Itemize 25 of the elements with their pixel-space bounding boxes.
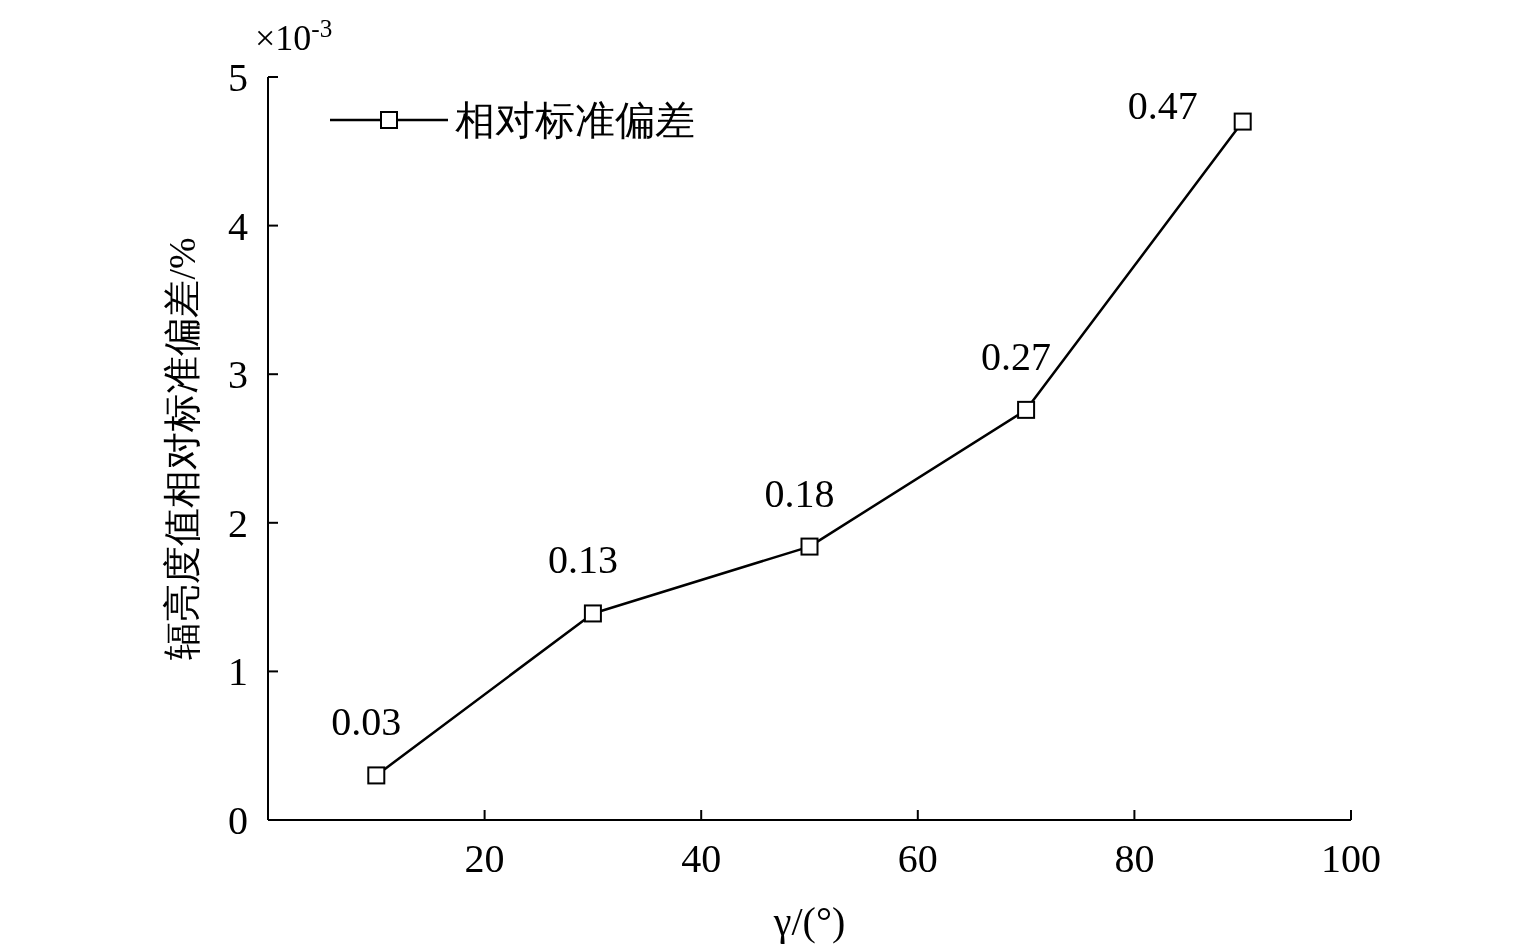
x-tick-label: 100 — [1321, 836, 1381, 881]
y-tick-label: 2 — [228, 500, 248, 546]
y-axis-title: 辐亮度值相对标准偏差/% — [161, 237, 203, 660]
annotation: 0.18 — [764, 470, 835, 516]
legend-label: 相对标准偏差 — [455, 98, 695, 143]
y-tick-label: 4 — [228, 203, 248, 249]
annotation: 0.03 — [331, 699, 402, 745]
x-tick-label: 20 — [464, 836, 505, 881]
text: ×10$^{-3}$ — [255, 14, 333, 58]
y-tick-label: 3 — [228, 352, 248, 398]
point — [583, 604, 602, 623]
x-tick-label: 80 — [1114, 836, 1155, 881]
x-tick-label: 60 — [897, 836, 938, 881]
annotation: 0.27 — [981, 333, 1052, 379]
x-axis-title: γ/(°) — [772, 899, 846, 944]
y-tick-label: 1 — [228, 649, 248, 695]
annotation: 0.47 — [1127, 82, 1198, 128]
annotation: 0.13 — [547, 537, 618, 583]
x-tick-label: 40 — [681, 836, 722, 881]
y-tick-label: 5 — [228, 55, 248, 100]
point — [1233, 112, 1252, 131]
point — [800, 537, 819, 556]
y-tick-label: 0 — [228, 798, 248, 843]
point — [367, 766, 386, 785]
point — [1017, 400, 1036, 419]
